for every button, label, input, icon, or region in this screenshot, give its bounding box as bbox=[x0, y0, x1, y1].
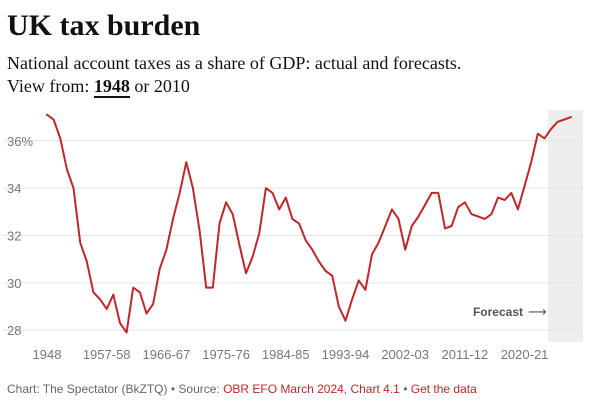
y-tick-label: 36% bbox=[7, 134, 33, 149]
y-tick-label: 30 bbox=[7, 276, 21, 291]
forecast-arrow-icon: ⟶ bbox=[528, 305, 547, 320]
x-tick-label: 2002-03 bbox=[381, 347, 429, 362]
view-from-2010-option[interactable]: 2010 bbox=[153, 76, 190, 96]
y-tick-label: 32 bbox=[7, 228, 21, 243]
view-from-1948-option[interactable]: 1948 bbox=[93, 76, 130, 98]
x-tick-label: 1984-85 bbox=[262, 347, 310, 362]
y-tick-label: 34 bbox=[7, 181, 21, 196]
chart-credit: Chart: The Spectator (BkZTQ) bbox=[7, 382, 168, 396]
x-tick-label: 1993-94 bbox=[322, 347, 370, 362]
view-from-selector: View from: 1948 or 2010 bbox=[7, 75, 190, 98]
tax-burden-line bbox=[46, 113, 572, 334]
forecast-annotation: Forecast bbox=[473, 305, 523, 319]
x-tick-label: 1957-58 bbox=[83, 347, 131, 362]
chart-subtitle: National account taxes as a share of GDP… bbox=[7, 53, 462, 73]
x-tick-label: 1966-67 bbox=[143, 347, 191, 362]
view-from-connector: or bbox=[134, 76, 150, 96]
x-tick-label: 2011-12 bbox=[441, 347, 488, 362]
chart-title: UK tax burden bbox=[7, 9, 201, 42]
get-the-data-link[interactable]: Get the data bbox=[410, 382, 477, 396]
view-from-label: View from: bbox=[7, 76, 90, 96]
footer-separator: • bbox=[403, 382, 408, 396]
line-chart: 28 30 32 34 36% 1948 1957-58 1966-67 1975-76 1984… bbox=[3, 110, 583, 362]
y-tick-label: 28 bbox=[7, 323, 21, 338]
forecast-band bbox=[547, 110, 583, 342]
source-link[interactable]: OBR EFO March 2024, Chart 4.1 bbox=[223, 382, 400, 396]
x-tick-label: 1948 bbox=[33, 347, 62, 362]
x-tick-label: 1975-76 bbox=[202, 347, 250, 362]
chart-footer: Chart: The Spectator (BkZTQ) • Source: O… bbox=[7, 382, 477, 396]
source-label: Source: bbox=[178, 382, 220, 396]
x-tick-label: 2020-21 bbox=[501, 347, 549, 362]
footer-separator: • bbox=[170, 382, 176, 396]
